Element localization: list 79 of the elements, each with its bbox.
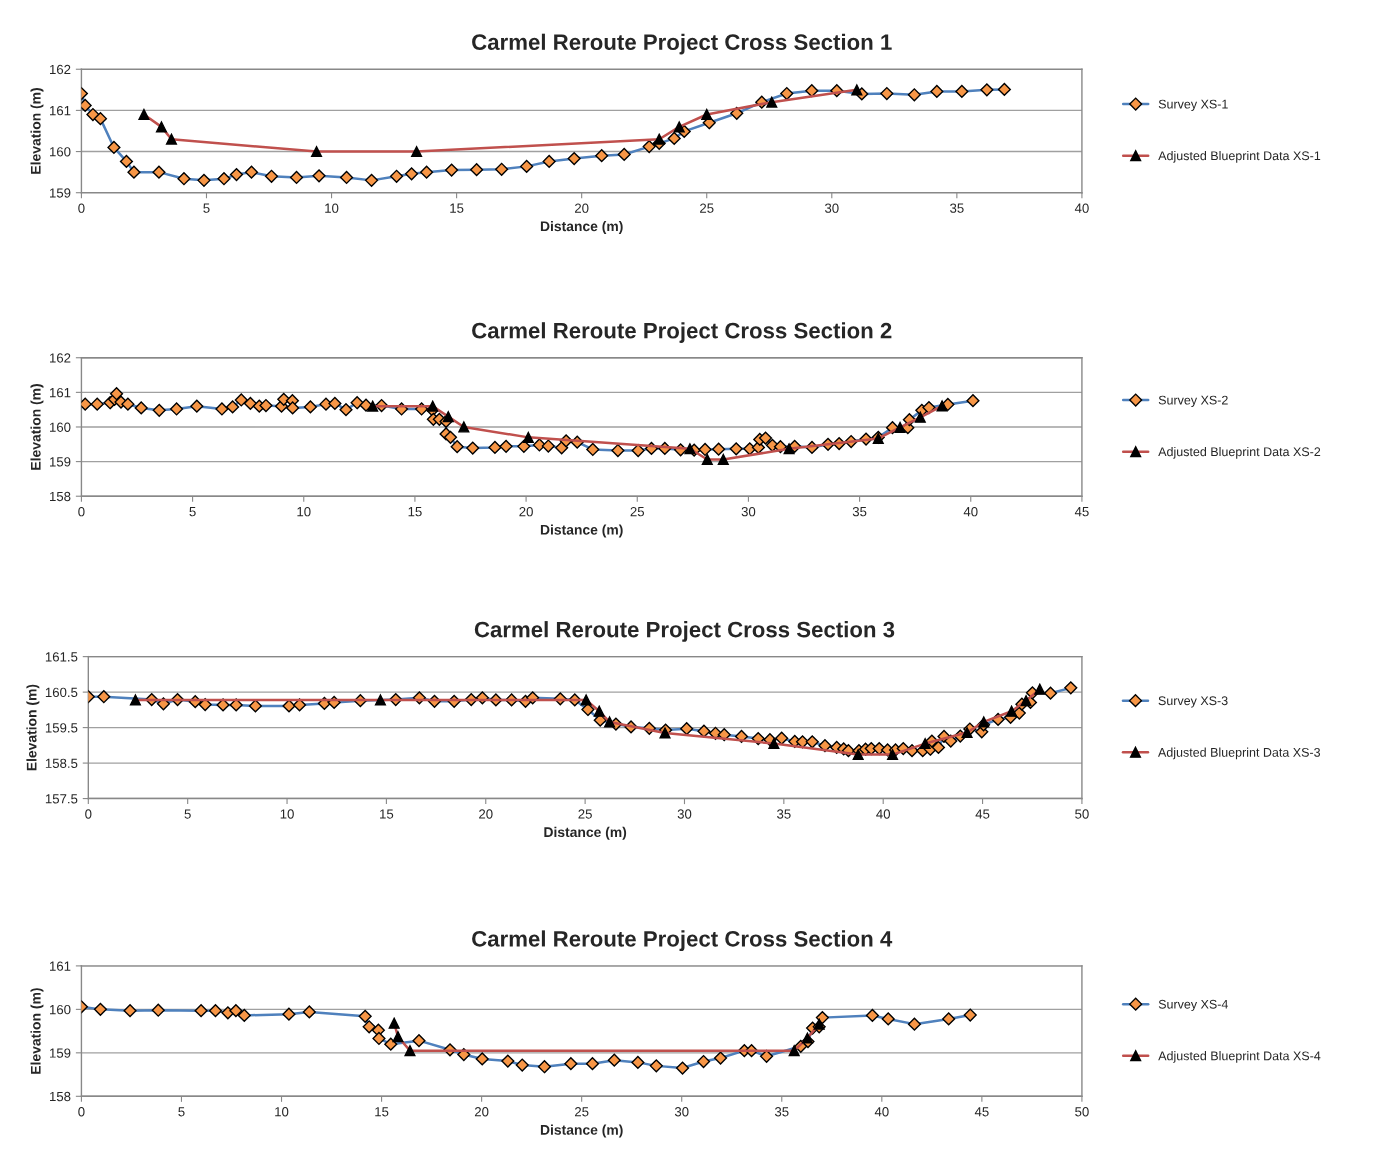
x-tick-label: 10 [275,1107,289,1117]
legend-label: Adjusted Blueprint Data XS-4 [1158,1051,1321,1063]
x-tick-label: 30 [674,1107,689,1117]
x-tick-label: 35 [774,1107,789,1117]
x-tick-label: 35 [950,203,964,213]
y-tick-label: 161.5 [45,652,78,662]
x-tick-label: 40 [876,809,891,819]
y-tick-label: 159 [50,457,71,467]
x-tick-label: 15 [450,203,464,213]
x-tick-label: 35 [777,809,791,819]
x-tick-label: 50 [1075,1107,1089,1117]
x-tick-label: 5 [189,507,196,517]
x-tick-label: 20 [479,809,493,819]
y-tick-label: 160.5 [45,687,78,698]
x-tick-label: 40 [1074,203,1089,213]
legend-label: Survey XS-3 [1158,696,1228,708]
x-tick-label: 10 [280,809,294,819]
x-axis-title: Distance (m) [544,826,627,840]
chart-title: Carmel Reroute Project Cross Section 3 [474,621,895,642]
legend-label: Survey XS-1 [1158,99,1228,111]
y-tick-label: 159.5 [45,723,78,733]
legend-label: Adjusted Blueprint Data XS-3 [1158,747,1321,760]
y-tick-label: 161 [50,387,71,398]
y-axis-title: Elevation (m) [26,684,40,771]
y-tick-label: 160 [50,147,71,157]
y-tick-label: 158 [50,1091,71,1102]
x-tick-label: 0 [85,809,92,819]
y-tick-label: 162 [50,353,71,363]
x-tick-label: 5 [184,809,191,819]
y-axis-title: Elevation (m) [30,88,44,174]
legend-label: Survey XS-4 [1158,999,1228,1012]
y-axis-title: Elevation (m) [30,384,44,470]
y-tick-label: 162 [50,64,71,75]
y-tick-label: 158.5 [45,758,78,768]
legend-label: Adjusted Blueprint Data XS-1 [1158,150,1321,163]
x-tick-label: 35 [852,506,867,517]
x-tick-label: 45 [975,809,990,819]
y-tick-label: 159 [50,1048,71,1058]
x-axis-title: Distance (m) [540,524,623,538]
x-tick-label: 5 [203,203,210,213]
legend-label: Survey XS-2 [1158,395,1228,407]
x-tick-label: 15 [408,507,422,517]
y-axis-title: Elevation (m) [30,988,44,1074]
x-tick-label: 25 [630,506,645,517]
y-tick-label: 161 [50,105,71,116]
x-tick-label: 10 [297,506,311,517]
x-tick-label: 10 [325,203,339,213]
x-tick-label: 5 [178,1107,185,1117]
x-tick-label: 40 [963,506,978,517]
x-tick-label: 25 [575,1107,589,1117]
x-axis-title: Distance (m) [540,220,623,234]
chart-title: Carmel Reroute Project Cross Section 2 [472,322,892,343]
x-tick-label: 0 [78,506,85,517]
chart-title: Carmel Reroute Project Cross Section 4 [472,930,893,952]
y-tick-label: 158 [50,491,71,502]
x-tick-label: 20 [519,506,533,517]
y-tick-label: 159 [50,188,71,198]
y-tick-label: 161 [50,961,71,971]
x-tick-label: 45 [974,1107,989,1117]
x-tick-label: 15 [375,1107,389,1117]
x-tick-label: 30 [824,203,839,213]
legend-label: Adjusted Blueprint Data XS-2 [1158,446,1321,459]
x-tick-label: 50 [1075,809,1089,819]
x-tick-label: 0 [78,203,85,213]
x-tick-label: 20 [575,203,589,213]
x-tick-label: 20 [474,1107,489,1117]
chart-title: Carmel Reroute Project Cross Section 1 [472,33,892,55]
x-tick-label: 0 [78,1107,85,1117]
x-tick-label: 15 [380,809,394,819]
x-tick-label: 25 [700,203,714,213]
y-tick-label: 160 [50,1004,71,1015]
x-tick-label: 40 [874,1107,889,1117]
x-tick-label: 30 [741,506,756,517]
x-tick-label: 25 [578,809,592,819]
y-tick-label: 157.5 [45,794,78,804]
y-tick-label: 160 [50,422,71,432]
x-axis-title: Distance (m) [540,1124,623,1138]
x-tick-label: 45 [1074,507,1089,517]
x-tick-label: 30 [677,809,692,819]
